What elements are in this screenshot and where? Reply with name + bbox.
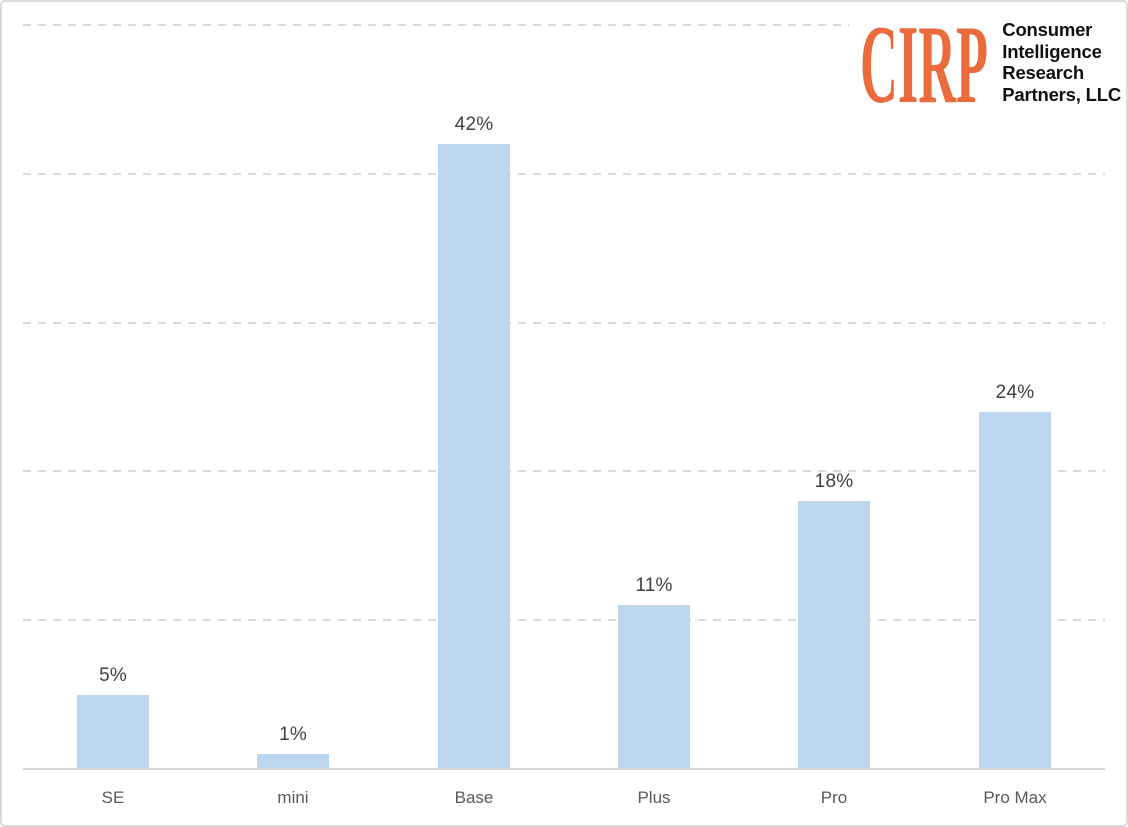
x-tick-label-base: Base <box>454 788 494 807</box>
x-tick-label-se: SE <box>101 788 125 807</box>
bar-value-label-se: 5% <box>99 665 127 686</box>
bar-value-label-pro-max: 24% <box>995 382 1035 403</box>
gridline-20 <box>23 470 1105 472</box>
x-tick-label-pro-max: Pro Max <box>983 788 1047 807</box>
logo-line-1: Consumer <box>1002 19 1093 40</box>
bar-pro[interactable] <box>798 501 870 769</box>
gridline-40 <box>23 173 1105 175</box>
cirp-logo-text: CIRP <box>860 12 988 112</box>
bar-value-label-mini: 1% <box>279 724 307 745</box>
x-tick-label-mini: mini <box>277 788 309 807</box>
bar-value-label-plus: 11% <box>635 575 673 596</box>
x-tick-label-plus: Plus <box>637 788 671 807</box>
bar-se[interactable] <box>77 695 149 769</box>
cirp-logo: CIRP Consumer Intelligence Research Part… <box>849 12 1123 116</box>
x-tick-label-pro: Pro <box>820 788 848 807</box>
bar-base[interactable] <box>438 144 510 769</box>
logo-line-3: Research <box>1002 62 1084 83</box>
bar-pro-max[interactable] <box>979 412 1051 769</box>
logo-line-2: Intelligence <box>1002 40 1102 62</box>
bar-value-label-base: 42% <box>454 114 494 135</box>
bar-value-label-pro: 18% <box>814 471 854 492</box>
cirp-logo-wordmark: CIRP <box>860 12 988 112</box>
bar-mini[interactable] <box>257 754 329 769</box>
bar-plus[interactable] <box>618 605 690 769</box>
gridline-30 <box>23 322 1105 324</box>
gridline-10 <box>23 619 1105 621</box>
x-axis-line <box>23 768 1105 770</box>
logo-line-4: Partners, LLC <box>1002 83 1121 105</box>
cirp-logo-subtitle: Consumer Intelligence Research Partners,… <box>1002 19 1121 105</box>
gridline-50 <box>23 24 1105 26</box>
